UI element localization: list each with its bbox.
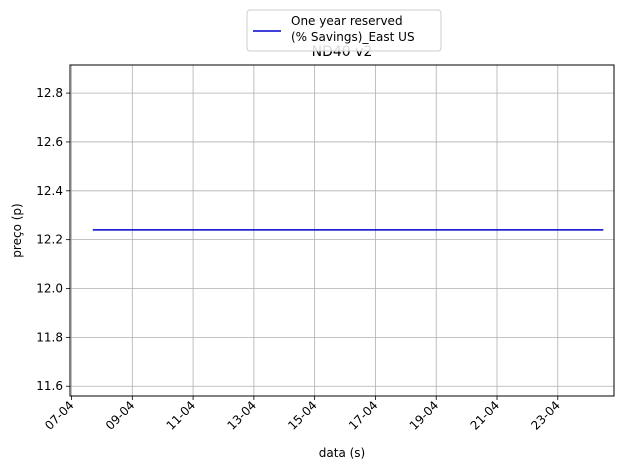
x-tick-label: 23-04 xyxy=(528,398,563,433)
x-tick-label: 11-04 xyxy=(164,398,199,433)
y-tick-label: 11.6 xyxy=(36,379,63,393)
plot-frame xyxy=(69,64,615,397)
y-tick-label: 12.2 xyxy=(36,233,63,247)
x-tick-label: 21-04 xyxy=(468,398,503,433)
y-axis-label: preço (p) xyxy=(10,203,24,257)
y-axis-ticks: 11.6 11.8 12.0 12.2 12.4 12.6 12.8 xyxy=(36,86,70,393)
x-axis-ticks: 07-04 09-04 11-04 13-04 15-04 17-04 19-04 21-04… xyxy=(42,396,563,433)
legend-label: One year reserved (% Savings)_East US xyxy=(291,14,415,44)
legend-label-line: One year reserved xyxy=(291,14,403,28)
legend: One year reserved (% Savings)_East US xyxy=(246,9,442,52)
x-tick-label: 07-04 xyxy=(42,398,77,433)
y-tick-label: 12.0 xyxy=(36,282,63,296)
x-axis-label: data (s) xyxy=(319,446,365,460)
x-tick-label: 09-04 xyxy=(103,398,138,433)
y-tick-label: 12.4 xyxy=(36,184,63,198)
y-tick-label: 12.6 xyxy=(36,135,63,149)
legend-label-line: (% Savings)_East US xyxy=(291,30,415,44)
x-tick-label: 17-04 xyxy=(346,398,381,433)
x-tick-label: 19-04 xyxy=(407,398,442,433)
y-tick-label: 12.8 xyxy=(36,86,63,100)
x-tick-label: 15-04 xyxy=(285,398,320,433)
legend-box xyxy=(246,9,442,52)
y-tick-label: 11.8 xyxy=(36,330,63,344)
x-tick-label: 13-04 xyxy=(224,398,259,433)
